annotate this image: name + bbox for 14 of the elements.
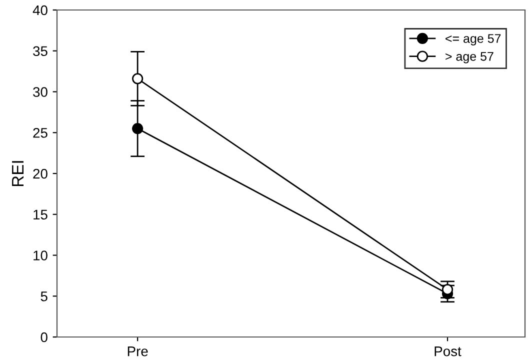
x-tick-label: Post <box>434 346 462 356</box>
y-axis-title: REI <box>12 161 24 186</box>
y-tick-label: 20 <box>33 168 48 179</box>
y-tick-label: 5 <box>40 292 48 302</box>
y-tick-label: 40 <box>32 5 48 16</box>
y-tick-label: 0 <box>40 332 48 342</box>
legend-label: > age 57 <box>446 52 494 64</box>
y-tick-label: 35 <box>33 46 48 56</box>
y-tick-label: 10 <box>34 250 48 260</box>
legend-label: <= age 57 <box>446 34 501 46</box>
y-tick-label: 30 <box>33 87 48 97</box>
y-tick-label: 15 <box>34 210 48 220</box>
x-tick-label: Pre <box>128 346 148 356</box>
y-tick-label: 25 <box>33 128 48 138</box>
